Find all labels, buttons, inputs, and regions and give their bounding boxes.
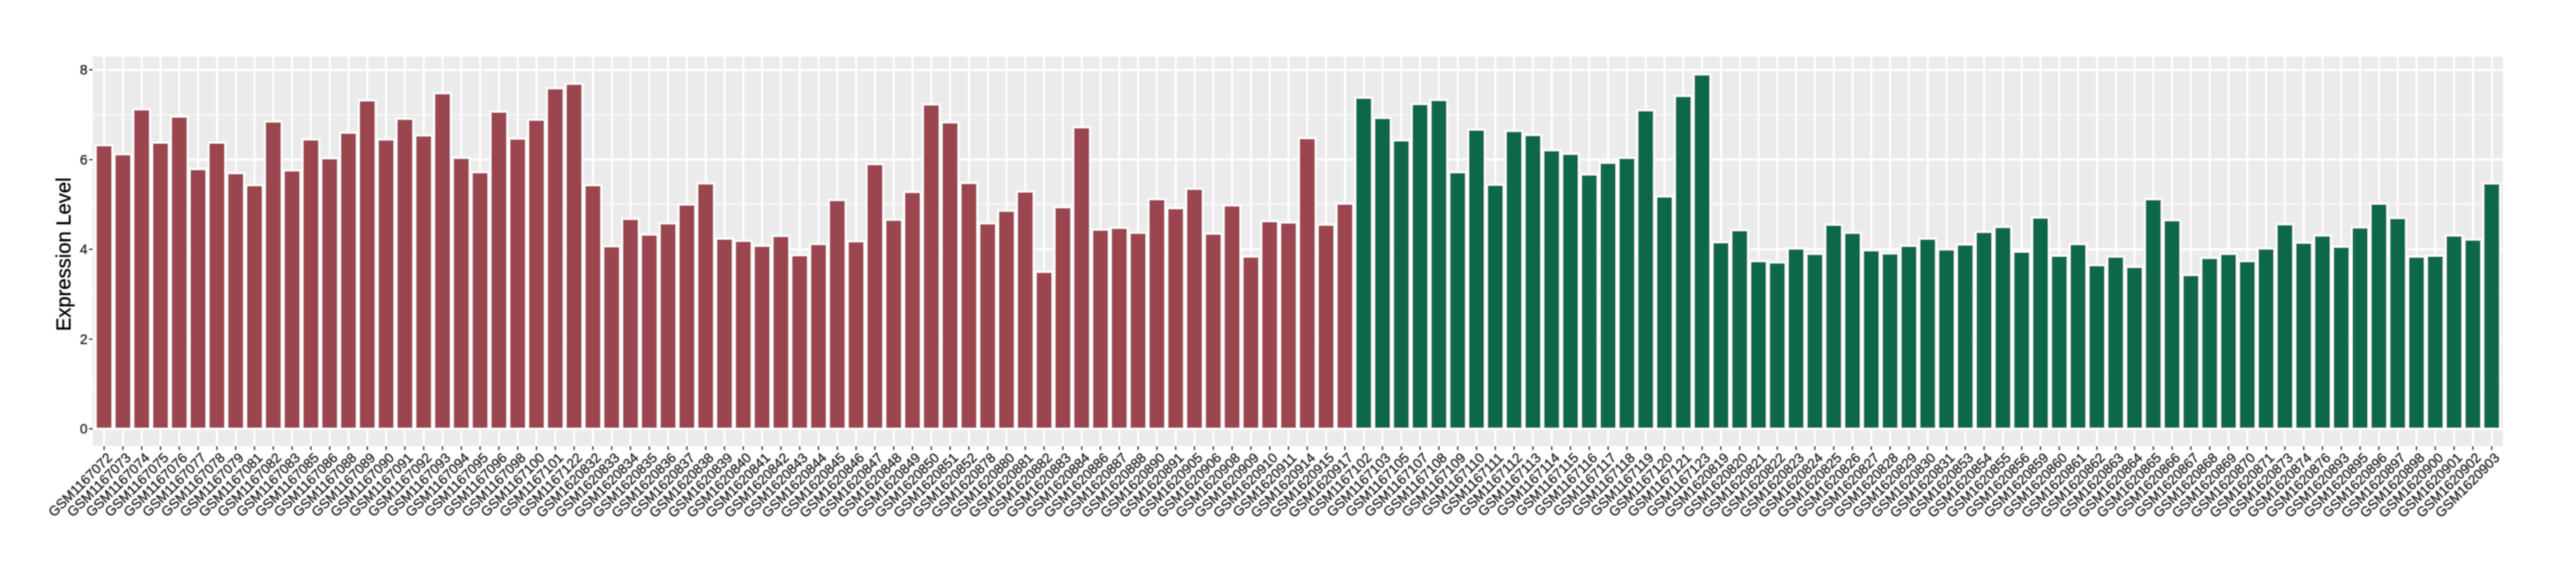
svg-text:0: 0	[80, 422, 88, 437]
svg-text:Expression Level: Expression Level	[53, 177, 75, 331]
svg-text:4: 4	[80, 242, 88, 257]
svg-text:8: 8	[80, 63, 88, 78]
svg-text:2: 2	[80, 332, 88, 347]
svg-text:6: 6	[80, 152, 88, 167]
